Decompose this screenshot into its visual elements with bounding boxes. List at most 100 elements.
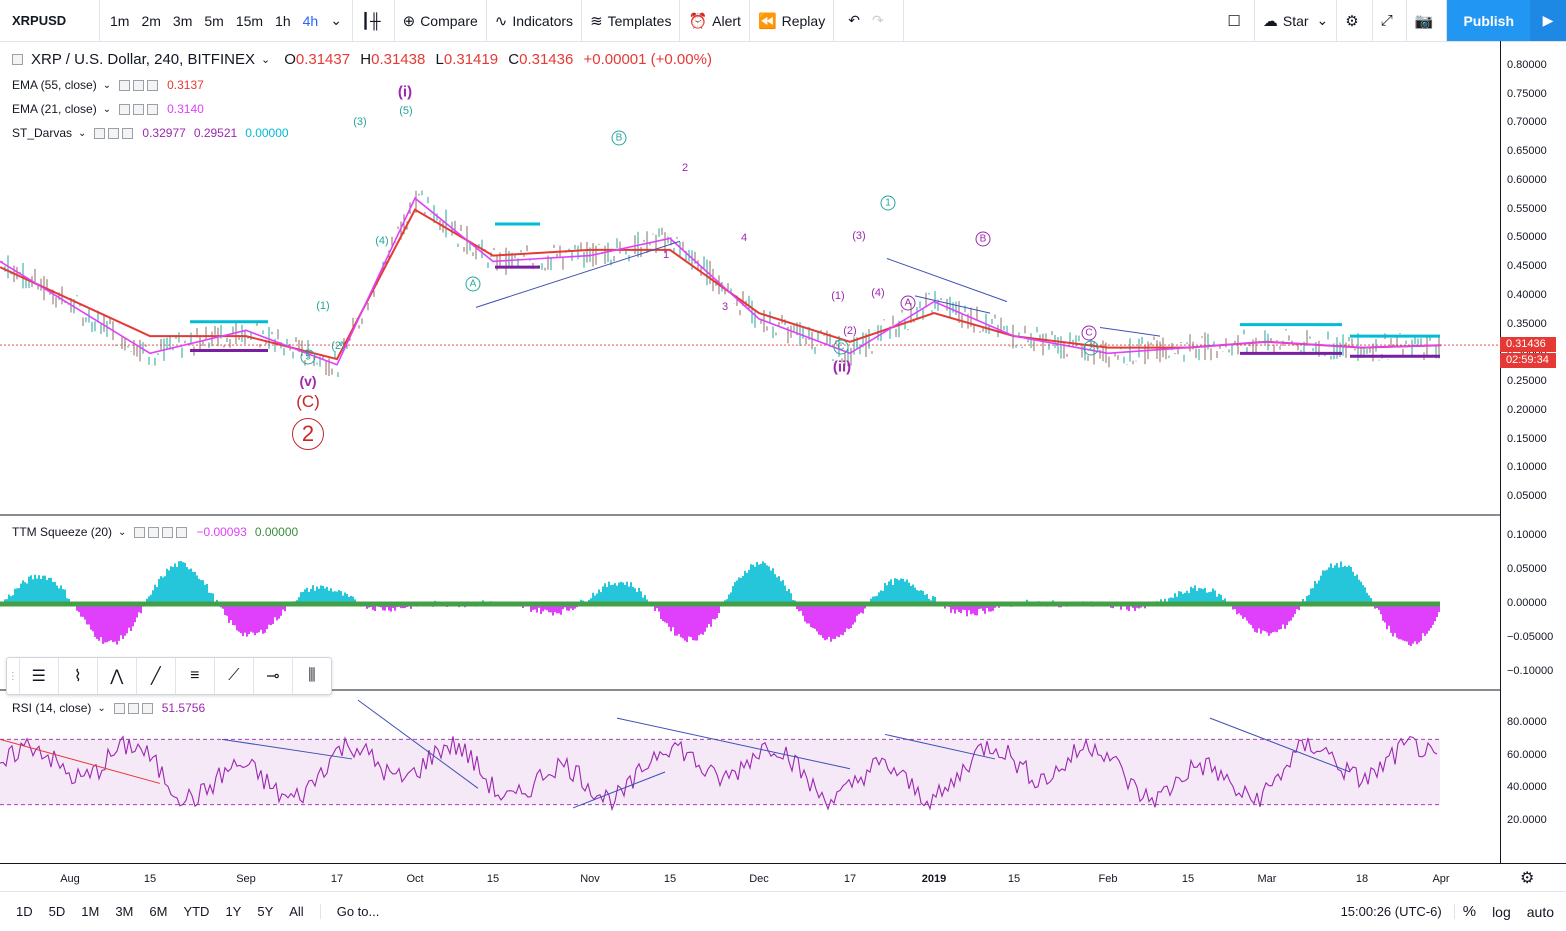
star-button[interactable]: ☁Star⌄ [1255, 0, 1337, 41]
darvas-name[interactable]: ST_Darvas [12, 126, 72, 140]
ttm-bar [1262, 604, 1264, 631]
range-5d[interactable]: 5D [41, 904, 74, 919]
ttm-bar [836, 604, 838, 636]
range-all[interactable]: All [281, 904, 311, 919]
ttm-bar [1400, 604, 1402, 639]
eye-icon[interactable] [114, 703, 125, 714]
horizontal-lines-icon[interactable]: ☰ [20, 658, 59, 694]
fullscreen-button[interactable]: ⤢ [1373, 0, 1407, 41]
chevron-down-icon[interactable]: ⌄ [261, 53, 270, 66]
settings-button[interactable]: ⚙ [1337, 0, 1372, 41]
goto-button[interactable]: Go to... [320, 904, 388, 919]
interval-15m[interactable]: 15m [230, 0, 269, 41]
eye-icon[interactable] [119, 104, 130, 115]
chart-canvas[interactable] [0, 41, 1500, 863]
elliott-impulse-icon[interactable]: ⌇ [59, 658, 98, 694]
wave-label-2: (2) [331, 340, 344, 352]
gear-icon[interactable] [128, 703, 139, 714]
clock[interactable]: 15:00:26 (UTC-6) [1333, 904, 1455, 919]
close-icon[interactable] [176, 527, 187, 538]
ttm-bar [114, 604, 116, 642]
ttm-bar [782, 580, 784, 604]
chevron-down-icon[interactable]: ⌄ [118, 527, 126, 538]
interval-4h[interactable]: 4h [297, 0, 325, 41]
symbol-search[interactable]: XRPUSD [0, 0, 100, 41]
series-title[interactable]: XRP / U.S. Dollar, 240, BITFINEX [31, 51, 255, 68]
interval-5m[interactable]: 5m [198, 0, 229, 41]
close-icon[interactable] [147, 80, 158, 91]
chevron-down-icon[interactable]: ⌄ [103, 80, 111, 91]
range-1y[interactable]: 1Y [217, 904, 249, 919]
publish-button[interactable]: Publish [1447, 0, 1530, 41]
ttm-name[interactable]: TTM Squeeze (20) [12, 525, 112, 539]
range-5y[interactable]: 5Y [249, 904, 281, 919]
gear-icon[interactable] [108, 128, 119, 139]
templates-button[interactable]: ≋Templates [582, 0, 680, 41]
ttm-bar [112, 604, 114, 642]
gear-icon[interactable]: ⚙ [1520, 868, 1534, 888]
chevron-down-icon[interactable]: ⌄ [97, 703, 105, 714]
ttm-bar [1340, 561, 1342, 604]
collapse-icon[interactable] [12, 54, 23, 65]
chevron-down-icon[interactable]: ⌄ [324, 0, 348, 41]
source-icon[interactable] [162, 527, 173, 538]
alert-button[interactable]: ⏰Alert [680, 0, 749, 41]
eye-icon[interactable] [119, 80, 130, 91]
fullscreen-icon: ⤢ [1381, 12, 1393, 29]
chevron-down-icon[interactable]: ⌄ [103, 104, 111, 115]
range-ytd[interactable]: YTD [175, 904, 217, 919]
ttm-bar [56, 586, 58, 604]
ttm-bar [42, 576, 44, 604]
snapshot-button[interactable]: 📷 [1407, 0, 1448, 41]
range-1d[interactable]: 1D [8, 904, 41, 919]
fib-retracement-icon[interactable]: ≡ [176, 658, 215, 694]
ttm-bar [30, 575, 32, 604]
interval-3m[interactable]: 3m [167, 0, 198, 41]
ttm-bar [666, 604, 668, 623]
gear-icon[interactable] [148, 527, 159, 538]
ttm-bar [616, 586, 618, 604]
gear-icon: ⚙ [1345, 12, 1358, 30]
drag-handle-icon[interactable]: ⋮ [7, 658, 20, 694]
replay-button[interactable]: ⏪Replay [750, 0, 834, 41]
horizontal-ray-icon[interactable]: ⊸ [254, 658, 293, 694]
candle-style-button[interactable]: ┃╫ [353, 0, 395, 41]
elliott-correction-icon[interactable]: ⋀ [98, 658, 137, 694]
layout-button[interactable]: ☐ [1219, 0, 1254, 41]
log-toggle[interactable]: log [1484, 904, 1519, 920]
interval-1m[interactable]: 1m [104, 0, 135, 41]
time-scale[interactable] [0, 863, 1566, 892]
gear-icon[interactable] [133, 80, 144, 91]
undo-icon[interactable]: ↶ [842, 0, 866, 41]
trend-line-icon[interactable]: ╱ [137, 658, 176, 694]
price-scale[interactable] [1500, 41, 1566, 863]
ema21-name[interactable]: EMA (21, close) [12, 102, 97, 116]
close-icon[interactable] [142, 703, 153, 714]
long-position-icon[interactable]: ⫼ [293, 658, 331, 694]
rsi-name[interactable]: RSI (14, close) [12, 701, 91, 715]
close-icon[interactable] [147, 104, 158, 115]
interval-2m[interactable]: 2m [135, 0, 166, 41]
ttm-bar [1194, 585, 1196, 604]
ttm-bar [1316, 584, 1318, 604]
ema55-name[interactable]: EMA (55, close) [12, 78, 97, 92]
gear-icon[interactable] [133, 104, 144, 115]
redo-icon[interactable]: ↷ [866, 0, 890, 41]
darvas-legend: ST_Darvas ⌄ 0.32977 0.29521 0.00000 [12, 126, 289, 140]
range-1m[interactable]: 1M [73, 904, 107, 919]
eye-icon[interactable] [94, 128, 105, 139]
range-6m[interactable]: 6M [141, 904, 175, 919]
interval-1h[interactable]: 1h [269, 0, 297, 41]
publish-play-button[interactable]: ▶ [1530, 0, 1566, 41]
chevron-down-icon[interactable]: ⌄ [78, 128, 86, 139]
compare-button[interactable]: ⊕Compare [395, 0, 487, 41]
percent-toggle[interactable]: % [1455, 903, 1484, 920]
ttm-bar [1350, 567, 1352, 604]
range-3m[interactable]: 3M [107, 904, 141, 919]
eye-icon[interactable] [134, 527, 145, 538]
ray-icon[interactable]: ⟋ [215, 658, 254, 694]
indicators-button[interactable]: ∿Indicators [487, 0, 582, 41]
ttm-bar [60, 585, 62, 604]
auto-toggle[interactable]: auto [1519, 904, 1566, 920]
close-icon[interactable] [122, 128, 133, 139]
